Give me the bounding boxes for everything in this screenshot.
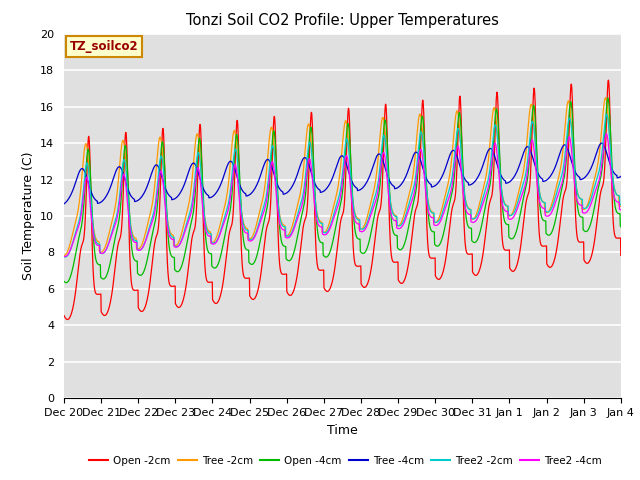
Tree -4cm bbox=[358, 185, 366, 191]
Tree -4cm bbox=[216, 185, 223, 191]
Tree -2cm bbox=[60, 252, 68, 258]
Open -2cm bbox=[63, 317, 71, 323]
Open -2cm bbox=[359, 283, 367, 289]
Text: TZ_soilco2: TZ_soilco2 bbox=[70, 40, 138, 53]
Line: Tree -2cm: Tree -2cm bbox=[64, 98, 621, 255]
Tree -4cm bbox=[60, 201, 68, 207]
Tree2 -2cm bbox=[584, 204, 591, 210]
Open -4cm bbox=[216, 257, 223, 263]
Open -4cm bbox=[504, 222, 512, 228]
Tree2 -4cm bbox=[60, 253, 68, 259]
Tree2 -2cm bbox=[371, 195, 379, 201]
Tree2 -2cm bbox=[60, 254, 68, 260]
Tree2 -4cm bbox=[568, 150, 575, 156]
Open -4cm bbox=[617, 224, 625, 229]
Tree -4cm bbox=[371, 159, 378, 165]
Tree -2cm bbox=[617, 203, 625, 209]
Tree2 -4cm bbox=[359, 228, 367, 234]
Open -2cm bbox=[504, 247, 512, 253]
Tree -2cm bbox=[371, 184, 378, 190]
Tree -4cm bbox=[568, 158, 575, 164]
Open -2cm bbox=[371, 238, 379, 243]
Tree -2cm bbox=[583, 203, 591, 209]
Tree -2cm bbox=[568, 124, 575, 130]
Open -2cm bbox=[584, 261, 591, 266]
Tree -4cm bbox=[598, 140, 605, 146]
Open -4cm bbox=[604, 95, 612, 101]
Title: Tonzi Soil CO2 Profile: Upper Temperatures: Tonzi Soil CO2 Profile: Upper Temperatur… bbox=[186, 13, 499, 28]
Open -4cm bbox=[584, 228, 591, 234]
Tree2 -4cm bbox=[504, 216, 512, 222]
Tree -4cm bbox=[617, 174, 625, 180]
Line: Open -2cm: Open -2cm bbox=[64, 80, 621, 320]
Tree2 -2cm bbox=[568, 129, 575, 135]
Line: Tree -4cm: Tree -4cm bbox=[64, 143, 621, 204]
Tree -4cm bbox=[504, 180, 512, 186]
Tree -2cm bbox=[602, 95, 609, 101]
Legend: Open -2cm, Tree -2cm, Open -4cm, Tree -4cm, Tree2 -2cm, Tree2 -4cm: Open -2cm, Tree -2cm, Open -4cm, Tree -4… bbox=[85, 452, 606, 470]
X-axis label: Time: Time bbox=[327, 424, 358, 437]
Tree2 -4cm bbox=[602, 131, 610, 137]
Tree2 -2cm bbox=[504, 212, 512, 217]
Tree -2cm bbox=[216, 225, 223, 231]
Tree2 -4cm bbox=[371, 201, 379, 207]
Open -2cm bbox=[617, 252, 625, 258]
Open -4cm bbox=[63, 280, 70, 286]
Open -2cm bbox=[216, 296, 223, 301]
Open -2cm bbox=[568, 85, 575, 91]
Tree2 -2cm bbox=[216, 231, 223, 237]
Open -4cm bbox=[568, 105, 575, 111]
Tree -2cm bbox=[358, 226, 366, 231]
Open -2cm bbox=[60, 313, 68, 319]
Tree2 -2cm bbox=[617, 202, 625, 208]
Tree -2cm bbox=[504, 213, 512, 218]
Tree2 -4cm bbox=[216, 233, 223, 239]
Line: Tree2 -4cm: Tree2 -4cm bbox=[64, 134, 621, 256]
Open -4cm bbox=[371, 211, 379, 216]
Tree2 -2cm bbox=[61, 254, 69, 260]
Tree2 -4cm bbox=[61, 253, 68, 259]
Tree2 -2cm bbox=[603, 111, 611, 117]
Line: Tree2 -2cm: Tree2 -2cm bbox=[64, 114, 621, 257]
Tree2 -4cm bbox=[617, 207, 625, 213]
Open -4cm bbox=[60, 278, 68, 284]
Open -4cm bbox=[359, 251, 367, 256]
Open -2cm bbox=[605, 77, 612, 83]
Tree -4cm bbox=[583, 172, 591, 178]
Line: Open -4cm: Open -4cm bbox=[64, 98, 621, 283]
Y-axis label: Soil Temperature (C): Soil Temperature (C) bbox=[22, 152, 35, 280]
Tree2 -4cm bbox=[584, 209, 591, 215]
Tree2 -2cm bbox=[359, 227, 367, 232]
